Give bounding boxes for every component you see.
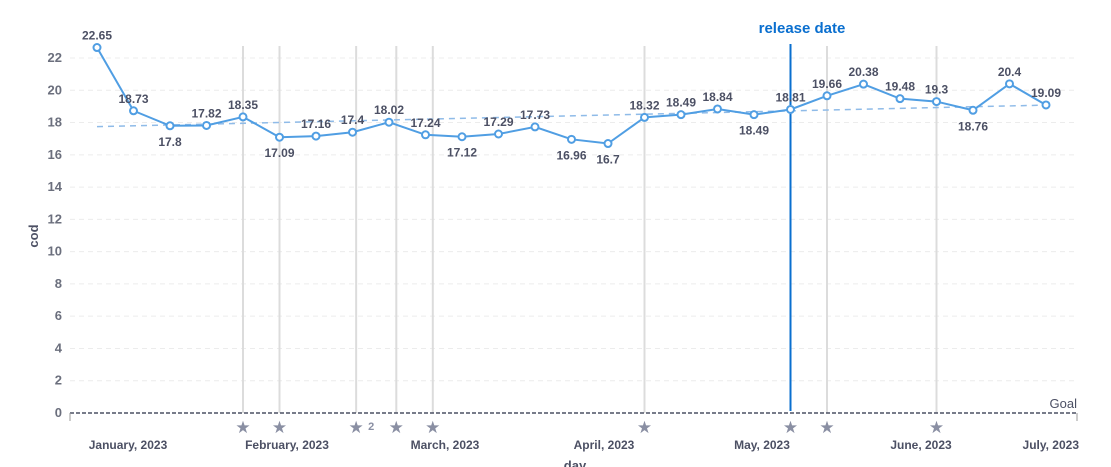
data-label: 18.81 (775, 90, 805, 104)
x-tick-label: January, 2023 (89, 438, 168, 452)
y-tick-label: 2 (55, 373, 62, 388)
data-label: 19.66 (812, 77, 842, 91)
data-label: 18.84 (702, 90, 732, 104)
y-tick-label: 20 (48, 82, 62, 97)
data-point (238, 112, 248, 122)
x-tick-label: February, 2023 (245, 438, 329, 452)
data-label: 16.7 (596, 153, 620, 167)
event-star-icon: ★ (425, 418, 440, 437)
data-label: 17.24 (410, 116, 440, 130)
data-label: 17.82 (191, 106, 221, 120)
data-point (567, 134, 576, 144)
data-point (749, 110, 759, 120)
goal-label: Goal (1050, 396, 1078, 411)
data-point (202, 120, 211, 130)
data-label: 17.8 (158, 135, 182, 149)
y-tick-label: 0 (55, 405, 62, 420)
y-tick-label: 10 (48, 244, 62, 259)
data-label: 22.65 (82, 29, 112, 43)
data-point (640, 112, 649, 122)
data-point (786, 104, 795, 114)
data-label: 18.02 (374, 103, 404, 117)
data-label: 18.35 (228, 98, 258, 112)
data-label: 19.3 (925, 83, 949, 97)
data-point (129, 106, 138, 116)
release-date-label: release date (759, 20, 846, 37)
data-point (494, 129, 503, 139)
data-point (311, 131, 321, 141)
data-label: 17.16 (301, 117, 331, 131)
data-point (384, 117, 394, 127)
y-tick-label: 4 (55, 340, 63, 355)
y-tick-label: 16 (48, 147, 62, 162)
event-star-icon: ★ (819, 418, 834, 437)
data-point (165, 121, 175, 131)
data-label: 18.76 (958, 119, 988, 133)
x-tick-label: June, 2023 (890, 438, 952, 452)
data-point (457, 132, 467, 142)
data-point (1005, 79, 1014, 89)
x-tick-label: July, 2023 (1023, 438, 1080, 452)
data-label: 18.49 (666, 96, 696, 110)
y-tick-label: 6 (55, 308, 62, 323)
data-label: 19.09 (1031, 86, 1061, 100)
data-point (530, 122, 540, 132)
event-star-icon: ★ (783, 418, 798, 437)
data-point (603, 139, 613, 149)
x-tick-label: April, 2023 (574, 438, 635, 452)
y-tick-label: 8 (55, 276, 62, 291)
y-tick-label: 12 (48, 211, 62, 226)
data-point (1041, 100, 1051, 110)
x-tick-label: May, 2023 (734, 438, 790, 452)
data-label: 17.4 (341, 113, 365, 127)
data-label: 17.12 (447, 146, 477, 160)
data-label: 19.48 (885, 80, 915, 94)
event-star-icon: ★ (272, 418, 287, 437)
data-label: 17.73 (520, 108, 550, 122)
event-count: 2 (368, 421, 374, 433)
data-point (859, 79, 868, 89)
data-label: 18.73 (118, 92, 148, 106)
data-label: 17.09 (264, 146, 294, 160)
y-axis-title: cod (26, 224, 41, 247)
event-star-icon: ★ (637, 418, 652, 437)
event-star-icon: ★ (389, 418, 404, 437)
data-point (92, 43, 102, 53)
data-label: 18.32 (629, 98, 659, 112)
data-point (895, 94, 905, 104)
y-tick-label: 18 (48, 115, 62, 130)
data-point (713, 104, 722, 114)
data-label: 17.29 (483, 115, 513, 129)
data-point (421, 130, 430, 140)
y-tick-label: 14 (48, 179, 63, 194)
data-point (348, 127, 357, 137)
data-point (275, 132, 284, 142)
data-label: 16.96 (556, 148, 586, 162)
data-label: 20.38 (848, 65, 878, 79)
data-point (676, 110, 686, 120)
event-star-icon: ★ (349, 418, 364, 437)
data-point (968, 105, 978, 115)
y-tick-label: 22 (48, 50, 62, 65)
x-axis-title: day (564, 458, 587, 467)
event-star-icon: ★ (929, 418, 944, 437)
data-point (822, 91, 832, 101)
event-star-icon: ★ (235, 418, 250, 437)
series-line (96, 47, 1047, 145)
data-label: 20.4 (998, 65, 1022, 79)
x-tick-label: March, 2023 (411, 438, 480, 452)
data-label: 18.49 (739, 124, 769, 138)
data-point (932, 97, 941, 107)
